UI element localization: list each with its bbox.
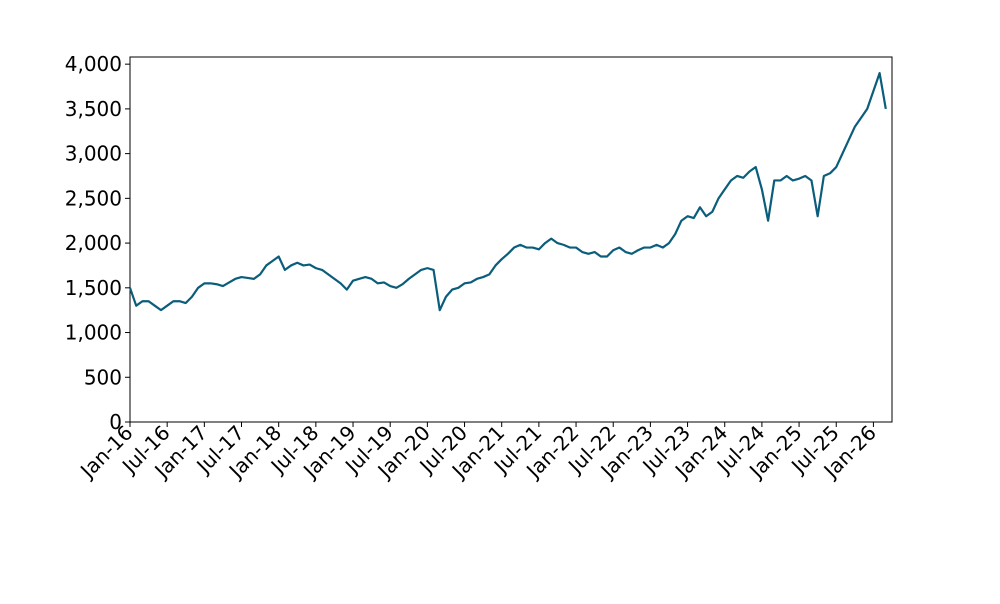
- data-line: [128, 72, 887, 312]
- y-tick-label: 3,000: [65, 142, 122, 166]
- y-tick-label: 2,000: [65, 231, 122, 255]
- y-tick-label: 1,000: [65, 321, 122, 345]
- y-tick-label: 4,000: [65, 52, 122, 76]
- y-tick-label: 2,500: [65, 186, 122, 210]
- plot-frame: [129, 56, 893, 423]
- y-tick-label: 1,500: [65, 276, 122, 300]
- y-tick-label: 500: [84, 365, 122, 389]
- y-tick-label: 0: [109, 410, 122, 434]
- y-tick-label: 3,500: [65, 97, 122, 121]
